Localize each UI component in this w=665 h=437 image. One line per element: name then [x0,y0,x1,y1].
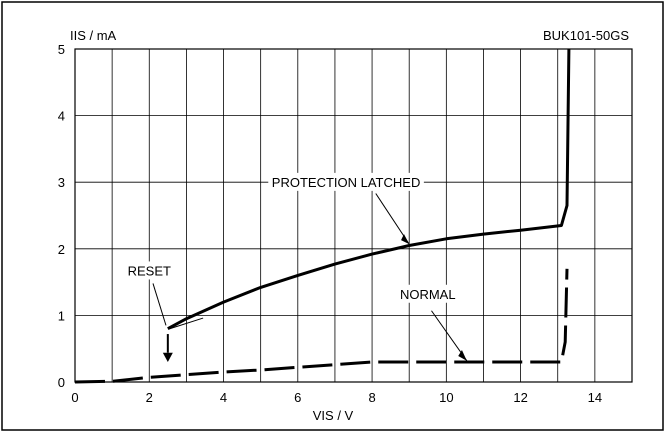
x-axis-label: VIS / V [313,408,354,423]
annotation-reset: RESET [128,263,171,278]
x-tick-label: 4 [220,390,227,405]
grid-lines [75,49,632,382]
y-tick-label: 1 [58,308,65,323]
series-normal-line [74,268,569,384]
y-tick-labels: 0 1 2 3 4 5 [58,42,65,390]
x-tick-label: 14 [588,390,602,405]
x-tick-label: 8 [368,390,375,405]
annotation-protection-latched: PROTECTION LATCHED [272,175,421,190]
protection-latched-arrowhead [401,234,410,245]
reset-leader [152,283,167,326]
reset-down-arrow [162,352,173,363]
series-group [74,48,571,384]
x-tick-label: 0 [71,390,78,405]
annotation-background [268,172,424,191]
annotation-leaders [152,193,468,363]
annotation-labels: PROTECTION LATCHED NORMAL RESET [124,172,457,303]
plot-frame [74,48,633,383]
x-tick-label: 6 [294,390,301,405]
reset-tick [169,317,204,330]
annotation-normal: NORMAL [400,287,456,302]
annotation-background [399,284,457,303]
normal-arrowhead [458,350,467,361]
y-tick-label: 2 [58,242,65,257]
y-tick-label: 0 [58,375,65,390]
y-tick-label: 3 [58,175,65,190]
x-tick-label: 10 [439,390,453,405]
y-tick-label: 5 [58,42,65,57]
y-tick-label: 4 [58,109,65,124]
series-protection-latched-line [167,48,571,331]
x-tick-labels: 0 2 4 6 8 10 12 14 [71,390,602,405]
chart-title: BUK101-50GS [543,28,629,43]
annotation-background [124,261,174,280]
x-tick-label: 12 [513,390,527,405]
y-axis-label: IIS / mA [70,28,117,43]
x-tick-label: 2 [146,390,153,405]
